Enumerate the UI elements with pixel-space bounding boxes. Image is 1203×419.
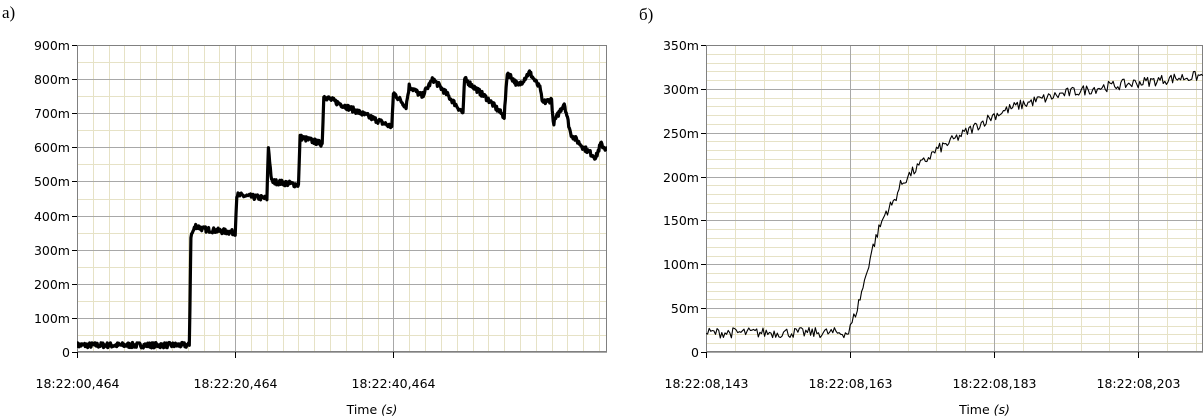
x-tick-label: 18:22:08,163 — [809, 376, 893, 391]
y-tick-label: 300m — [663, 82, 699, 97]
y-tick-label: 0 — [691, 345, 699, 360]
x-tick-label: 18:22:40,464 — [352, 376, 436, 391]
y-tick-label: 400m — [34, 209, 70, 224]
y-tick-label: 250m — [663, 126, 699, 141]
y-tick-label: 700m — [34, 106, 70, 121]
x-tick-label: 18:22:08,143 — [665, 376, 749, 391]
panel-letter: а) — [2, 3, 15, 22]
x-tick-label: 18:22:08,183 — [953, 376, 1037, 391]
x-axis-title: Time (s) — [346, 402, 398, 417]
x-axis-title: Time (s) — [958, 402, 1010, 417]
y-tick-label: 600m — [34, 140, 70, 155]
x-tick-label: 18:22:00,464 — [36, 376, 120, 391]
x-tick-label: 18:22:08,203 — [1097, 376, 1181, 391]
x-tick-label: 18:22:20,464 — [194, 376, 278, 391]
y-tick-label: 100m — [663, 257, 699, 272]
chart-panel-1: а) 0 100m 200m 300m 400m 500m 600m 700m 800m 900m 1… — [2, 3, 607, 417]
y-tick-label: 800m — [34, 72, 70, 87]
data-series-line — [77, 69, 607, 350]
y-tick-label: 350m — [663, 38, 699, 53]
y-tick-label: 500m — [34, 174, 70, 189]
y-tick-label: 200m — [34, 277, 70, 292]
y-tick-label: 0 — [62, 345, 70, 360]
chart-panel-2: б) 0 50m 100m 150m 200m 250m 300m 350m 18:22:08,1… — [639, 5, 1203, 417]
y-tick-label: 900m — [34, 38, 70, 53]
major-grid — [706, 45, 1203, 353]
plot-frame — [77, 45, 607, 352]
y-tick-label: 100m — [34, 311, 70, 326]
y-tick-label: 200m — [663, 170, 699, 185]
y-tick-label: 300m — [34, 243, 70, 258]
y-tick-label: 50m — [671, 301, 699, 316]
y-tick-label: 150m — [663, 213, 699, 228]
data-series-line — [706, 70, 1203, 339]
panel-letter: б) — [639, 5, 653, 24]
plot-area — [706, 45, 1203, 352]
